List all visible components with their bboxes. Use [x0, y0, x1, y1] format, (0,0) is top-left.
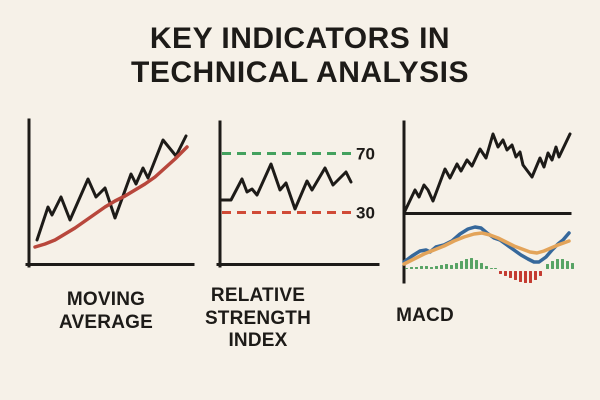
macd-histogram-bar: [475, 260, 478, 269]
relative-strength-index-rsi-line: [218, 162, 353, 211]
macd-histogram-bar: [435, 266, 438, 269]
macd-histogram-bar: [556, 259, 559, 269]
macd-histogram-bar: [480, 263, 483, 269]
relative-strength-index-level-70-label: 70: [356, 145, 375, 164]
page-title-line2: TECHNICAL ANALYSIS: [131, 56, 469, 89]
macd-histogram-bar: [561, 259, 564, 269]
moving-average-moving-average-line: [33, 145, 189, 249]
rsi-label-line1: RELATIVE: [210, 285, 306, 306]
macd-histogram-bar: [504, 271, 507, 276]
relative-strength-index-level-30-label: 30: [356, 204, 375, 223]
rsi-label: RELATIVE STRENGTH INDEX: [178, 285, 338, 353]
moving-average-price-line: [35, 134, 188, 242]
macd-price-line: [402, 132, 572, 215]
macd-histogram-bar: [460, 261, 463, 269]
macd-histogram-bar: [529, 271, 532, 283]
macd-histogram-bar: [405, 268, 408, 269]
macd-histogram-bar: [524, 271, 527, 283]
macd-histogram-bar: [415, 267, 418, 269]
moving-average-chart: [25, 118, 195, 268]
macd-label-line1: MACD: [396, 305, 454, 326]
rsi-label-line3: INDEX: [228, 330, 288, 351]
macd-chart: [402, 120, 574, 284]
macd-histogram-bar: [445, 264, 448, 269]
macd-histogram-bar: [425, 266, 428, 269]
moving-average-label-line1: MOVING: [66, 289, 146, 310]
macd-histogram-bar: [410, 267, 413, 269]
macd-histogram-bar: [450, 265, 453, 269]
macd-histogram-bar: [514, 271, 517, 280]
moving-average-label-line2: AVERAGE: [59, 311, 153, 333]
rsi-label-line2: STRENGTH: [204, 307, 312, 329]
macd-histogram-bar: [539, 271, 542, 276]
macd-histogram-bar: [420, 266, 423, 269]
macd-histogram-bar: [551, 261, 554, 269]
macd-histogram-bar: [430, 267, 433, 269]
macd-histogram-bar: [440, 265, 443, 269]
macd-macd-line: [402, 225, 571, 264]
page-title: KEY INDICATORS IN TECHNICAL ANALYSIS: [0, 22, 600, 90]
macd-signal-line: [402, 231, 571, 266]
macd-histogram-bar: [455, 263, 458, 269]
macd-histogram-bar: [566, 261, 569, 269]
moving-average-label: MOVING AVERAGE: [26, 289, 186, 334]
relative-strength-index-chart: 70 30: [216, 120, 380, 268]
macd-histogram-bar: [470, 258, 473, 269]
macd-histogram-bar: [509, 271, 512, 278]
macd-histogram-bar: [490, 268, 493, 269]
macd-histogram-bar: [465, 259, 468, 269]
macd-histogram-bar: [534, 271, 537, 280]
macd-histogram-bar: [519, 271, 522, 282]
macd-histogram-bar: [499, 271, 502, 274]
macd-histogram-bar: [494, 268, 497, 269]
macd-label: MACD: [345, 305, 505, 328]
macd-histogram-bar: [571, 263, 574, 269]
macd-histogram-bar: [546, 264, 549, 269]
page-title-line1: KEY INDICATORS IN: [149, 22, 451, 55]
macd-histogram-bar: [485, 266, 488, 269]
